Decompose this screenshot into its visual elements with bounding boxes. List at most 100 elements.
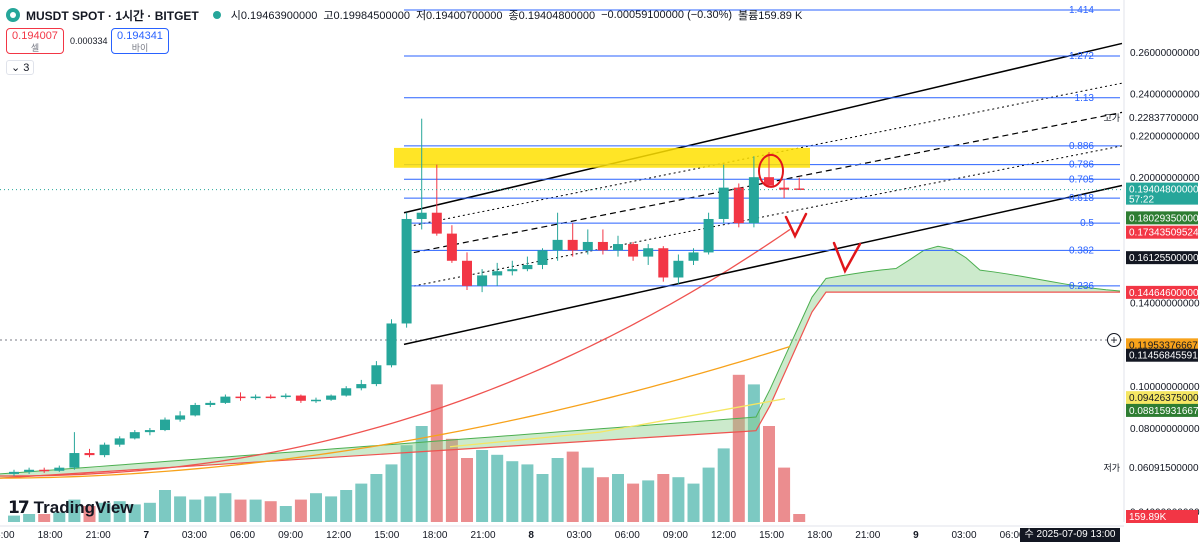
price-label-text: 0.08815931667 <box>1129 406 1199 417</box>
price-label-bg <box>1126 391 1198 405</box>
fib-level-label: 1.414 <box>1069 5 1094 16</box>
candle-body <box>522 264 533 270</box>
price-label-text: 0.16125500000 <box>1129 253 1199 264</box>
symbol-title[interactable]: MUSDT SPOT · 1시간 · BITGET <box>26 8 199 23</box>
candle-body <box>416 212 427 219</box>
candle-body <box>779 187 790 190</box>
volume-bar <box>279 506 292 522</box>
candle-body <box>582 241 593 251</box>
volume-bar <box>204 496 217 522</box>
price-label-text: 0.11953376667 <box>1129 340 1198 351</box>
price-label-text: 0.09426375000 <box>1129 393 1199 404</box>
candle-body <box>265 396 276 399</box>
tradingview-logo[interactable]: 𝟭𝟳 TradingView <box>8 498 134 518</box>
ohlc-low: 저0.19400700000 <box>415 10 503 22</box>
price-label-countdown: 57:22 <box>1129 195 1154 206</box>
price-label-prefix: 고가 <box>1103 113 1120 123</box>
volume-bar <box>747 384 760 522</box>
price-tick-label: 0.24000000000 <box>1130 90 1200 101</box>
candle-body <box>129 432 140 439</box>
candle-body <box>280 395 291 398</box>
coin-icon <box>6 8 20 22</box>
volume-bar <box>128 504 141 522</box>
logo-text: TradingView <box>33 498 134 517</box>
annotation-circle <box>758 153 784 188</box>
buy-button[interactable]: 0.194341 바이 <box>111 28 169 54</box>
candle-body <box>552 239 563 251</box>
volume-bar <box>642 480 655 522</box>
candle-body <box>613 244 623 251</box>
fib-level-label: 0.5 <box>1080 218 1094 229</box>
price-label-bg <box>1126 348 1198 362</box>
cloud-upper-line <box>0 245 1121 475</box>
candle-body <box>748 177 759 224</box>
time-tick-label: 06:00 <box>1000 530 1025 541</box>
volume-bar <box>672 477 685 522</box>
sell-button[interactable]: 0.194007 셀 <box>6 28 64 54</box>
volume-bar <box>385 464 398 522</box>
candle-body <box>628 244 639 257</box>
volume-bar <box>506 461 519 522</box>
time-tick-label: 9 <box>913 530 919 541</box>
volume-bar <box>732 374 745 522</box>
sell-label: 셀 <box>30 43 40 53</box>
volume-bar <box>264 501 277 522</box>
candle-body <box>794 188 805 190</box>
time-tick-label: 18:00 <box>807 530 832 541</box>
candle-body <box>507 269 518 272</box>
chevron-down-icon: ⌄ <box>11 62 21 74</box>
volume-bar <box>627 483 640 522</box>
time-tick-label: 09:00 <box>278 530 303 541</box>
volume-bar <box>310 493 322 522</box>
candle-body <box>431 212 442 234</box>
volume-bar <box>763 426 775 522</box>
cloud-lower-line <box>0 291 1120 479</box>
time-tick-label: 15:00 <box>0 530 15 541</box>
candle-body <box>114 438 125 445</box>
fib-level-label: 0.786 <box>1069 160 1094 171</box>
annotation-check-2 <box>832 241 862 274</box>
volume-bar <box>53 512 66 522</box>
candle-body <box>356 384 367 389</box>
price-label-text: 0.22837700000 <box>1129 113 1199 124</box>
volume-bar <box>98 502 111 522</box>
add-crosshair-icon[interactable]: + <box>1107 333 1121 347</box>
volume-bar <box>113 501 126 522</box>
candle-body <box>446 233 457 261</box>
fib-level-label: 0.886 <box>1069 141 1094 152</box>
candle-body <box>386 323 397 366</box>
volume-bar <box>8 515 20 522</box>
candle-body <box>326 395 337 400</box>
volume-bar <box>249 499 262 522</box>
candle-body <box>492 271 503 276</box>
time-tick-label: 15:00 <box>374 530 399 541</box>
price-label-text: 0.17343509524 <box>1129 228 1199 239</box>
candle-body <box>688 252 699 261</box>
volume-bar <box>596 477 609 522</box>
volume-bar <box>536 474 549 522</box>
volume-bar <box>566 451 579 522</box>
indicators-toggle[interactable]: ⌄ 3 <box>6 60 35 75</box>
tradingview-logo-icon: 𝟭𝟳 <box>8 498 30 517</box>
channel-quarter-line <box>403 145 1123 289</box>
volume-bar <box>83 506 96 522</box>
candle-body <box>190 404 201 416</box>
time-tick-label: 8 <box>528 530 534 541</box>
fib-level-label: 0.618 <box>1069 193 1094 204</box>
volume-bar <box>461 458 473 522</box>
candle-body <box>462 260 472 286</box>
time-tick-label: 18:00 <box>422 530 447 541</box>
volume-bar <box>717 448 730 522</box>
time-tooltip: 수 2025-07-09 13:00 <box>1020 528 1120 542</box>
ohlc-volume: 볼륨159.89 K <box>738 10 803 22</box>
candle-body <box>643 248 654 257</box>
price-label-text: 159.89K <box>1129 512 1167 523</box>
candle-body <box>295 395 306 401</box>
chart-header: MUSDT SPOT · 1시간 · BITGET 시0.19463900000… <box>6 6 802 24</box>
volume-bar <box>159 490 171 522</box>
fib-level-label: 0.382 <box>1069 245 1094 256</box>
volume-bar <box>23 514 36 522</box>
candle-body <box>24 469 35 472</box>
